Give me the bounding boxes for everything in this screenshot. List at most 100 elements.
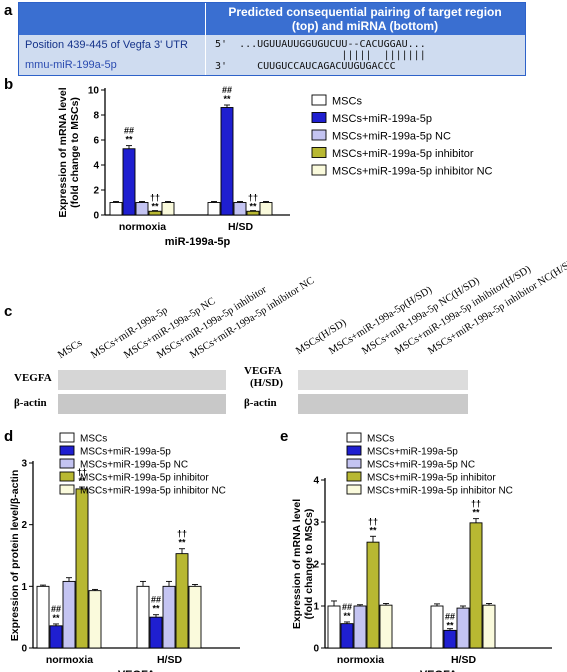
- significance-e: ††: [471, 499, 481, 509]
- legend-label-d: MSCs+miR-199a-5p inhibitor NC: [80, 486, 226, 497]
- significance-b: ††: [150, 192, 160, 202]
- sequence-pairing-table: Predicted consequential pairing of targe…: [18, 2, 526, 76]
- legend-swatch-e: [346, 432, 362, 443]
- panel-letter-b: b: [4, 76, 14, 93]
- significance-d: **: [78, 476, 86, 486]
- blot-vegfa-left: [58, 370, 226, 390]
- legend-label-e: MSCs: [367, 434, 394, 445]
- legend-swatch-e: [346, 484, 362, 495]
- significance-b: ##: [222, 85, 232, 95]
- mirna-label: mmu-miR-199a-5p: [25, 59, 117, 71]
- panel-letter-c: c: [4, 303, 13, 320]
- y-tick-label-d: 1: [21, 582, 27, 593]
- sequence-table-header: [19, 3, 525, 35]
- bar-e: [456, 607, 470, 649]
- bar-d: [88, 590, 102, 649]
- significance-e: **: [369, 525, 377, 535]
- legend-label-e: MSCs+miR-199a-5p NC: [367, 460, 475, 471]
- target-region-label: Position 439-445 of Vegfa 3' UTR: [25, 39, 188, 51]
- legend-label-e: MSCs+miR-199a-5p inhibitor: [367, 473, 496, 484]
- legend-label-d: MSCs: [80, 434, 107, 445]
- bar-d: [162, 585, 176, 649]
- significance-b: **: [125, 135, 133, 145]
- bar-d: [175, 553, 189, 649]
- significance-b: ††: [248, 192, 258, 202]
- sequence-table-divider: [205, 3, 206, 75]
- legend-swatch-b: [311, 112, 327, 123]
- legend-swatch-d: [59, 445, 75, 456]
- bar-b: [233, 202, 247, 216]
- bar-d: [49, 625, 63, 649]
- blot-actin-left: [58, 394, 226, 414]
- bar-b: [207, 202, 221, 216]
- bar-d: [149, 616, 163, 649]
- pairing-lines: ||||| |||||||: [215, 50, 426, 61]
- bar-d: [75, 488, 89, 649]
- y-tick-label-b: 4: [93, 161, 99, 172]
- bar-e: [469, 522, 483, 649]
- y-tick-label-e: 0: [313, 644, 319, 655]
- significance-d: ††: [177, 529, 187, 539]
- y-axis-label-b: Expression of mRNA level: [57, 87, 69, 217]
- bar-d: [136, 585, 150, 649]
- bar-d: [62, 580, 76, 649]
- bar-b: [161, 202, 175, 216]
- significance-b: **: [249, 201, 257, 211]
- bar-b: [148, 210, 162, 216]
- y-tick-label-e: 1: [313, 602, 319, 613]
- panel-letter-e: e: [280, 428, 289, 445]
- y-tick-label-d: 2: [21, 520, 27, 531]
- category-label-b: normoxia: [119, 221, 166, 233]
- bar-e: [482, 604, 496, 649]
- y-tick-label-b: 0: [93, 211, 99, 222]
- category-label-d: H/SD: [157, 654, 183, 666]
- legend-label-d: MSCs+miR-199a-5p: [80, 447, 171, 458]
- category-label-e: H/SD: [451, 654, 477, 666]
- bar-b: [246, 210, 260, 216]
- legend-swatch-b: [311, 164, 327, 176]
- category-label-e: normoxia: [337, 654, 384, 666]
- sequence-table-title: Predicted consequential pairing of targe…: [228, 5, 502, 33]
- bar-d: [188, 585, 202, 649]
- legend-label-b: MSCs+miR-199a-5p NC: [332, 131, 451, 143]
- x-axis-label-b: miR-199a-5p: [165, 236, 231, 248]
- category-label-d: normoxia: [46, 654, 93, 666]
- significance-b: ##: [124, 126, 134, 136]
- bar-b: [259, 202, 273, 216]
- significance-b: **: [223, 94, 231, 104]
- y-tick-label-b: 10: [88, 86, 100, 97]
- panel-letter-a: a: [4, 2, 13, 19]
- significance-e: **: [472, 508, 480, 518]
- significance-d: ##: [51, 604, 61, 614]
- legend-label-e: MSCs+miR-199a-5p inhibitor NC: [367, 486, 513, 497]
- panel-letter-d: d: [4, 428, 14, 445]
- lane-label: MSCs+miR-199a-5p inhibitor(H/SD): [393, 264, 533, 357]
- significance-e: **: [446, 620, 454, 630]
- legend-label-b: MSCs+miR-199a-5p inhibitor NC: [332, 166, 493, 178]
- y-axis-label-d: Expression of protein level/β-actin: [9, 470, 21, 642]
- bar-e: [353, 605, 367, 649]
- blot-actin-right: [298, 394, 468, 414]
- significance-d: **: [178, 538, 186, 548]
- category-label-b: H/SD: [228, 221, 254, 233]
- significance-b: **: [151, 201, 159, 211]
- y-axis-label-e: (fold change to MSCs): [303, 509, 315, 620]
- y-tick-label-b: 8: [93, 111, 99, 122]
- legend-label-d: MSCs+miR-199a-5p inhibitor: [80, 473, 209, 484]
- legend-swatch-d: [59, 432, 75, 443]
- legend-swatch-e: [346, 445, 362, 456]
- bar-e: [366, 541, 380, 649]
- bar-e: [340, 623, 354, 649]
- significance-e: ##: [342, 602, 352, 612]
- legend-label-e: MSCs+miR-199a-5p: [367, 447, 458, 458]
- legend-swatch-b: [311, 147, 327, 158]
- legend-swatch-b: [311, 129, 327, 141]
- y-tick-label-d: 0: [21, 644, 27, 655]
- y-tick-label-e: 3: [313, 518, 319, 529]
- blot-label-vegfa: VEGFA: [14, 372, 52, 384]
- significance-e: ††: [368, 516, 378, 526]
- bar-e: [379, 604, 393, 649]
- y-tick-label-e: 2: [313, 560, 319, 571]
- bar-b: [220, 107, 234, 216]
